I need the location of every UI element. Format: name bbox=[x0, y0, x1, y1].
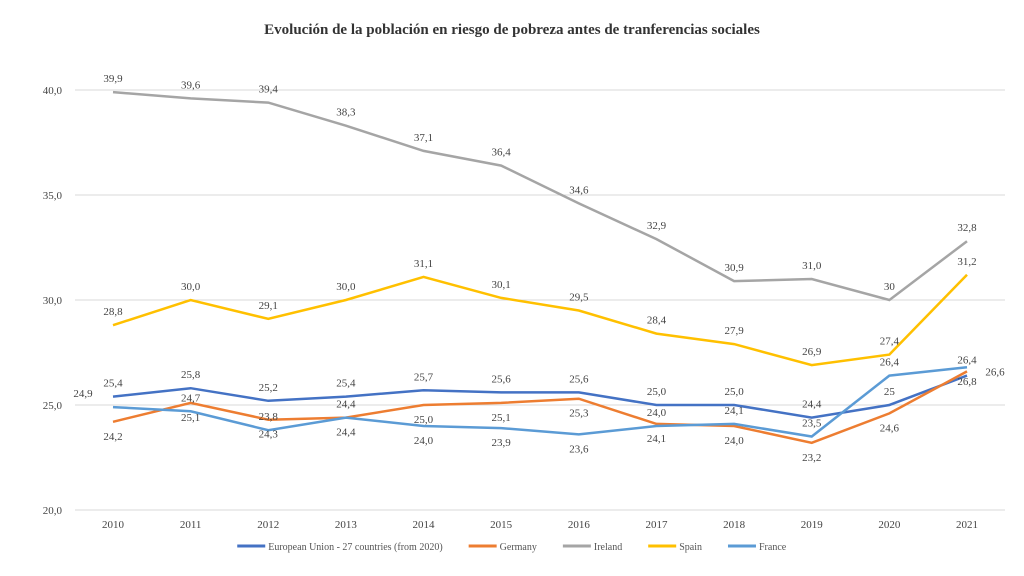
legend-label: Ireland bbox=[594, 542, 622, 553]
data-label: 30,9 bbox=[724, 262, 744, 274]
data-label: 31,1 bbox=[414, 258, 433, 270]
data-label: 25,2 bbox=[259, 382, 278, 394]
data-label: 32,8 bbox=[957, 222, 977, 234]
data-label: 25,0 bbox=[724, 386, 744, 398]
series-line-france bbox=[112, 365, 968, 438]
data-label: 27,4 bbox=[880, 336, 900, 348]
data-label: 26,8 bbox=[957, 376, 977, 388]
data-label: 25,0 bbox=[647, 386, 667, 398]
x-tick-label: 2018 bbox=[723, 519, 746, 531]
legend-label: European Union - 27 countries (from 2020… bbox=[268, 542, 442, 553]
data-label: 25,4 bbox=[103, 378, 123, 390]
data-label: 25,0 bbox=[414, 414, 434, 426]
data-label: 25,1 bbox=[181, 412, 200, 424]
data-label: 23,9 bbox=[492, 437, 512, 449]
x-tick-label: 2014 bbox=[413, 519, 436, 531]
data-label: 29,1 bbox=[259, 300, 278, 312]
data-label: 23,5 bbox=[802, 418, 822, 430]
x-tick-label: 2010 bbox=[102, 519, 125, 531]
x-tick-label: 2017 bbox=[645, 519, 668, 531]
series-line-european bbox=[112, 374, 968, 419]
data-label: 24,4 bbox=[802, 399, 822, 411]
y-tick-label: 25,0 bbox=[43, 400, 63, 412]
legend-label: Spain bbox=[679, 542, 702, 553]
data-label: 37,1 bbox=[414, 132, 433, 144]
data-label: 24,6 bbox=[880, 422, 900, 434]
data-label: 24,0 bbox=[647, 407, 667, 419]
data-label: 30 bbox=[884, 281, 896, 293]
data-label: 24,1 bbox=[647, 433, 666, 445]
data-label: 26,9 bbox=[802, 346, 822, 358]
data-label: 28,4 bbox=[647, 315, 667, 327]
data-label: 26,4 bbox=[880, 357, 900, 369]
data-label: 26,6 bbox=[985, 366, 1005, 378]
data-label: 23,6 bbox=[569, 443, 589, 455]
x-tick-label: 2019 bbox=[801, 519, 824, 531]
data-label: 25,6 bbox=[569, 373, 589, 385]
data-label: 26,4 bbox=[957, 355, 977, 367]
x-tick-label: 2016 bbox=[568, 519, 591, 531]
data-label: 24,0 bbox=[414, 435, 434, 447]
y-tick-label: 20,0 bbox=[43, 505, 63, 517]
x-tick-label: 2020 bbox=[878, 519, 901, 531]
data-label: 30,1 bbox=[492, 279, 511, 291]
legend-label: Germany bbox=[500, 542, 537, 553]
data-label: 32,9 bbox=[647, 220, 667, 232]
data-label: 24,4 bbox=[336, 427, 356, 439]
data-label: 31,0 bbox=[802, 260, 822, 272]
series-line-spain bbox=[112, 273, 968, 367]
data-label: 24,1 bbox=[724, 405, 743, 417]
data-label: 30,0 bbox=[181, 281, 201, 293]
data-label: 25,4 bbox=[336, 378, 356, 390]
data-label: 25,1 bbox=[492, 412, 511, 424]
data-label: 24,4 bbox=[336, 399, 356, 411]
data-label: 23,8 bbox=[259, 411, 279, 423]
chart-title: Evolución de la población en riesgo de p… bbox=[264, 22, 760, 38]
x-tick-label: 2015 bbox=[490, 519, 513, 531]
x-tick-label: 2011 bbox=[180, 519, 202, 531]
data-label: 34,6 bbox=[569, 184, 589, 196]
data-label: 25,3 bbox=[569, 408, 589, 420]
y-tick-label: 40,0 bbox=[43, 85, 63, 97]
x-tick-label: 2021 bbox=[956, 519, 978, 531]
data-label: 24,3 bbox=[259, 429, 279, 441]
data-label: 25 bbox=[884, 386, 896, 398]
data-label: 24,7 bbox=[181, 392, 201, 404]
data-label: 39,4 bbox=[259, 84, 279, 96]
data-label: 25,7 bbox=[414, 371, 434, 383]
data-label: 30,0 bbox=[336, 281, 356, 293]
y-tick-label: 30,0 bbox=[43, 295, 63, 307]
x-tick-label: 2013 bbox=[335, 519, 358, 531]
data-label: 24,2 bbox=[103, 431, 122, 443]
data-label: 25,8 bbox=[181, 369, 201, 381]
data-label: 31,2 bbox=[957, 256, 976, 268]
data-label: 24,0 bbox=[724, 435, 744, 447]
data-label: 39,6 bbox=[181, 79, 201, 91]
data-label: 24,9 bbox=[73, 388, 93, 400]
data-label: 36,4 bbox=[492, 147, 512, 159]
data-label: 23,2 bbox=[802, 452, 821, 464]
data-label: 28,8 bbox=[103, 306, 123, 318]
data-label: 27,9 bbox=[724, 325, 744, 337]
data-label: 29,5 bbox=[569, 292, 589, 304]
data-label: 25,6 bbox=[492, 373, 512, 385]
series-line-germany bbox=[112, 370, 968, 445]
series-line-ireland bbox=[112, 90, 968, 302]
x-tick-label: 2012 bbox=[257, 519, 279, 531]
y-tick-label: 35,0 bbox=[43, 190, 63, 202]
legend-label: France bbox=[759, 542, 787, 553]
data-label: 39,9 bbox=[103, 73, 123, 85]
data-label: 38,3 bbox=[336, 107, 356, 119]
